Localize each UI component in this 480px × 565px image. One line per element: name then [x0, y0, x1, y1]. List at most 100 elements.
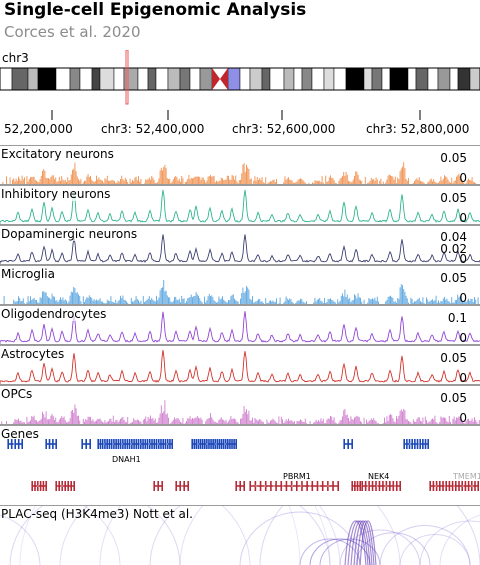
gene-exon: [113, 439, 115, 449]
gene-exon: [175, 481, 177, 491]
gene-exon: [368, 481, 370, 491]
track-label: OPCs: [1, 387, 33, 401]
gene-exon: [467, 481, 470, 491]
track-signal: [0, 234, 480, 265]
gene-exon: [361, 481, 363, 491]
gene-exon: [295, 481, 298, 491]
gene-exon: [21, 439, 23, 449]
gene-exon: [375, 481, 377, 491]
gene-exon: [55, 481, 57, 491]
track-label: Inhibitory neurons: [1, 187, 111, 201]
plac-seq-arc: [355, 532, 431, 565]
gene-exon: [10, 439, 13, 449]
gene-exon: [212, 439, 214, 449]
chromosome-band: [437, 67, 451, 91]
plac-seq-arc: [344, 520, 367, 565]
gene-exon: [52, 439, 54, 449]
chromosome-label: chr3: [2, 51, 29, 65]
chromosome-band: [311, 67, 325, 91]
chromosome-ideogram[interactable]: chr3: [0, 50, 480, 108]
plac-seq-track[interactable]: PLAC-seq (H3K4me3) Nott et al.: [0, 505, 480, 565]
gene-exon: [115, 439, 117, 449]
genes-track[interactable]: Genes DNAH1 PBRM1 NEK4 TMEM110: [0, 425, 480, 505]
chromosome-band: [91, 67, 101, 91]
plac-seq-arc: [149, 506, 331, 565]
chromosome-band: [457, 67, 471, 91]
gene-exon: [162, 439, 165, 449]
gene-exon: [264, 481, 267, 491]
gene-exon: [406, 439, 408, 449]
gene-exon: [429, 481, 431, 491]
track-opcs[interactable]: OPCs 0.05 0: [0, 385, 480, 425]
gene-exon: [117, 439, 120, 449]
chromosome-band: [381, 67, 391, 91]
chromosome-band: [363, 67, 373, 91]
gene-exon: [371, 481, 374, 491]
gene-exon: [70, 481, 72, 491]
gene-exon: [183, 481, 185, 491]
viewport-indicator[interactable]: [125, 50, 129, 105]
chromosome-band: [0, 67, 13, 91]
gene-exon: [254, 481, 257, 491]
chromosome-band: [189, 67, 201, 91]
y-axis-tick-label: 0.1: [447, 311, 467, 325]
plac-seq-arc: [99, 506, 341, 565]
gene-exon: [414, 439, 416, 449]
y-axis-tick-label: 0.05: [440, 151, 467, 165]
gene-exon: [385, 481, 388, 491]
gene-exon: [395, 481, 398, 491]
gene-exon: [227, 439, 229, 449]
track-astrocytes[interactable]: Astrocytes 0.05 0: [0, 345, 480, 385]
track-signal: [0, 189, 480, 225]
plac-seq-arc: [319, 538, 381, 565]
gene-exon: [155, 439, 158, 449]
page-title: Single-cell Epigenomic Analysis: [4, 0, 307, 20]
gene-exon: [229, 439, 231, 449]
plac-seq-arc: [259, 506, 480, 565]
gene-exon: [243, 481, 245, 491]
plac-seq-arc: [356, 520, 375, 565]
chromosome-band: [269, 67, 285, 91]
gene-exon: [45, 481, 47, 491]
gene-exon: [461, 481, 463, 491]
track-oligodendrocytes[interactable]: Oligodendrocytes 0.1 0: [0, 305, 480, 345]
signal-line: [0, 189, 480, 224]
gene-exon: [131, 439, 133, 449]
gene-exon: [89, 439, 91, 449]
gene-exon: [137, 439, 140, 449]
gene-exon: [464, 481, 467, 491]
gene-exon: [58, 481, 60, 491]
track-dopaminergic[interactable]: Dopaminergic neurons 0.04 0.02 0: [0, 225, 480, 266]
plac-seq-arc: [9, 506, 181, 565]
gene-exon: [195, 439, 198, 449]
gene-exon: [378, 481, 381, 491]
track-microglia[interactable]: Microglia 0.05 0: [0, 265, 480, 305]
gene-exon: [451, 481, 454, 491]
track-signal: [0, 400, 480, 425]
chromosome-band: [137, 67, 149, 91]
plac-seq-arc: [339, 529, 421, 565]
gene-exon: [119, 439, 122, 449]
chromosome-band: [147, 67, 157, 91]
chromosome-band: [371, 67, 383, 91]
gene-exon: [474, 481, 476, 491]
chromosome-band: [167, 67, 181, 91]
gene-exon: [411, 439, 413, 449]
plac-seq-arc: [419, 520, 480, 565]
signal-line: [0, 349, 480, 384]
track-excitatory[interactable]: Excitatory neurons 0.05 0: [0, 145, 480, 185]
genomic-axis[interactable]: 52,200,000 chr3: 52,400,000 chr3: 52,600…: [0, 110, 480, 146]
gene-exon: [55, 439, 57, 449]
gene-exon: [222, 439, 225, 449]
centromere-right: [220, 68, 228, 90]
chromosome-band: [293, 67, 303, 91]
gene-annotations: [7, 439, 479, 491]
chromosome-band: [179, 67, 191, 91]
track-inhibitory[interactable]: Inhibitory neurons 0.05 0: [0, 185, 480, 225]
chromosome-band: [55, 67, 71, 91]
gene-exon: [160, 439, 162, 449]
gene-exon: [356, 481, 359, 491]
gene-exon: [408, 439, 411, 449]
gene-exon: [64, 481, 66, 491]
gene-exon: [427, 439, 429, 449]
